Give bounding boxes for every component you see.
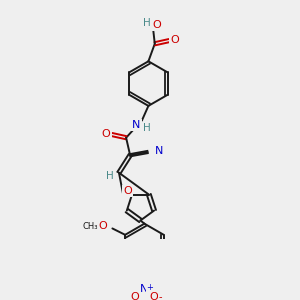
- Text: O: O: [170, 35, 179, 45]
- Text: CH₃: CH₃: [82, 222, 98, 231]
- Text: N: N: [132, 120, 141, 130]
- Text: N: N: [154, 146, 163, 156]
- Text: O: O: [152, 20, 161, 30]
- Text: +: +: [147, 283, 153, 292]
- Text: -: -: [159, 292, 162, 300]
- Text: O: O: [102, 129, 111, 139]
- Text: H: H: [143, 18, 151, 28]
- Text: N: N: [140, 284, 148, 294]
- Text: H: H: [106, 171, 113, 181]
- Text: O: O: [130, 292, 139, 300]
- Text: O: O: [123, 186, 132, 197]
- Text: CH₃: CH₃: [82, 222, 98, 231]
- Text: O: O: [150, 292, 158, 300]
- Text: O: O: [97, 221, 106, 231]
- Text: O: O: [98, 221, 107, 231]
- Text: H: H: [143, 123, 151, 133]
